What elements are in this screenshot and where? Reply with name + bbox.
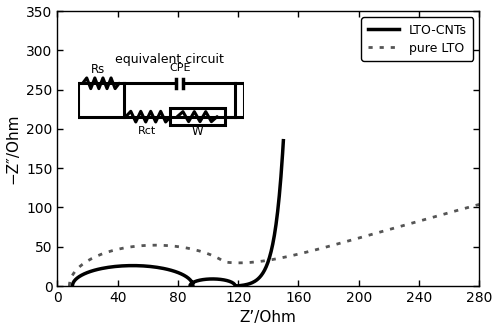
Line: LTO-CNTs: LTO-CNTs [72, 141, 283, 286]
Text: Rs: Rs [91, 63, 105, 76]
Y-axis label: −Z″/Ohm: −Z″/Ohm [5, 113, 20, 184]
pure LTO [361, 235, 367, 239]
LTO-CNTs [252, 279, 258, 283]
Legend: LTO-CNTs, pure LTO: LTO-CNTs, pure LTO [361, 17, 473, 61]
LTO-CNTs [177, 271, 183, 275]
Bar [170, 108, 225, 125]
Text: CPE: CPE [169, 63, 191, 73]
Text: equivalent circuit: equivalent circuit [115, 53, 224, 66]
pure LTO [66, 284, 72, 288]
LTO-CNTs [234, 284, 240, 288]
X-axis label: Z’/Ohm: Z’/Ohm [240, 310, 297, 325]
pure LTO [70, 273, 76, 277]
pure LTO [200, 250, 206, 254]
LTO-CNTs [192, 280, 198, 284]
Line: pure LTO: pure LTO [69, 205, 479, 286]
LTO-CNTs [69, 284, 75, 288]
LTO-CNTs [105, 265, 111, 269]
pure LTO [476, 203, 482, 207]
pure LTO [393, 225, 399, 229]
pure LTO [205, 252, 211, 256]
Text: Rct: Rct [138, 126, 156, 136]
LTO-CNTs [280, 139, 286, 143]
pure LTO [301, 251, 307, 255]
LTO-CNTs [271, 233, 277, 237]
Text: W: W [191, 125, 203, 138]
